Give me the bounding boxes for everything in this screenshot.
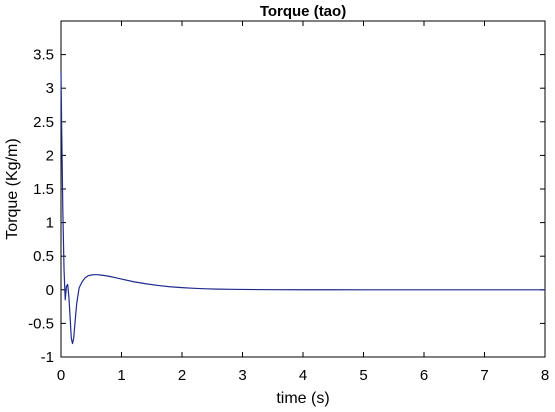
x-tick-label: 7 (480, 367, 488, 384)
series-line-0 (60, 71, 545, 345)
plot-area (60, 20, 546, 358)
series-layer (60, 71, 545, 345)
y-axis-label: Torque (Kg/m) (4, 138, 21, 239)
y-tick-label: 3.5 (33, 47, 54, 64)
y-tick-label: -1 (41, 349, 54, 366)
y-tick-label: 3 (46, 80, 54, 97)
x-axis-ticks: 0 1 2 3 4 5 6 7 8 (57, 21, 549, 384)
x-tick-label: 2 (178, 367, 186, 384)
x-tick-label: 8 (541, 367, 549, 384)
y-tick-label: -0.5 (28, 315, 54, 332)
y-tick-label: 0 (46, 282, 54, 299)
y-tick-label: 2.5 (33, 114, 54, 131)
x-tick-label: 5 (359, 367, 367, 384)
y-tick-label: 1 (46, 215, 54, 232)
x-tick-label: 1 (117, 367, 125, 384)
y-axis-ticks: -1 -0.5 0 0.5 1 1.5 2 2.5 3 3.5 (28, 47, 545, 366)
y-tick-label: 2 (46, 147, 54, 164)
y-tick-label: 1.5 (33, 181, 54, 198)
x-tick-label: 4 (299, 367, 307, 384)
x-tick-label: 6 (420, 367, 428, 384)
x-tick-label: 3 (238, 367, 246, 384)
y-tick-label: 0.5 (33, 248, 54, 265)
x-tick-label: 0 (57, 367, 65, 384)
x-axis-label: time (s) (276, 390, 329, 407)
chart-title: Torque (tao) (260, 3, 346, 20)
